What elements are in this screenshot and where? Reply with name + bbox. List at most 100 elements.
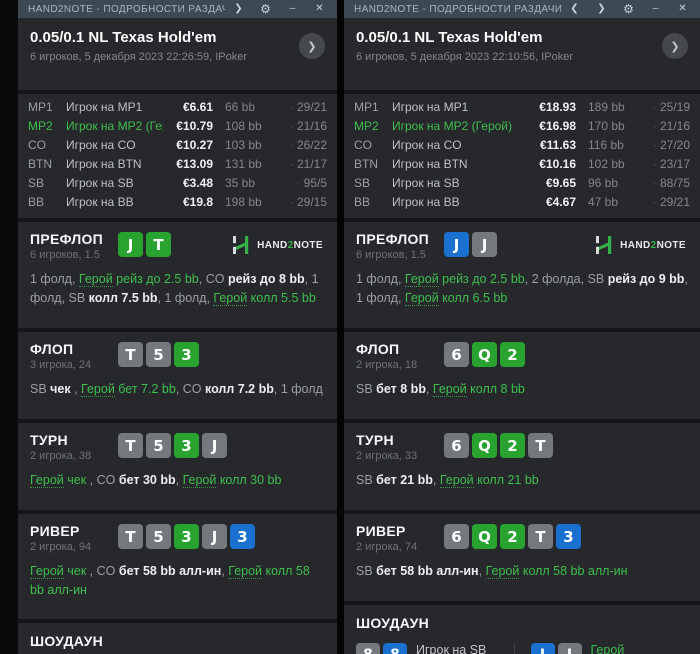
player-stack: €3.48: [182, 175, 213, 190]
hero-name-link[interactable]: Герой: [81, 382, 115, 397]
hero-name-link[interactable]: Герой: [485, 564, 520, 579]
hand2note-logo: HAND2NOTE: [231, 235, 325, 255]
next-hand-icon[interactable]: ❯: [597, 3, 606, 14]
street-title: ТУРН: [30, 432, 68, 448]
street-info: 6 игроков, 1.5: [356, 249, 426, 261]
player-row[interactable]: CO Игрок на CO €10.27 103 bb 26/22: [28, 135, 327, 154]
player-stack-bb: 102 bb: [588, 156, 625, 171]
playing-card: J: [444, 232, 469, 257]
street-info: 2 игрока, 33: [356, 450, 418, 462]
player-row[interactable]: BB Игрок на BB €19.8 198 bb 29/15: [28, 192, 327, 211]
player-stack: €16.98: [539, 118, 576, 133]
playing-card: 6: [444, 433, 469, 458]
hero-name-link[interactable]: Герой: [30, 473, 64, 488]
prev-hand-icon[interactable]: ❮: [570, 3, 579, 14]
playing-card: T: [146, 232, 171, 257]
action-segment: SB: [356, 564, 377, 578]
hero-name-link[interactable]: Герой: [439, 473, 474, 488]
action-segment: , 1 фолд,: [356, 272, 688, 306]
street-info: 2 игрока, 18: [356, 359, 418, 371]
open-hand-button[interactable]: ❯: [299, 33, 325, 59]
action-segment: бет 30 bb: [118, 473, 176, 487]
player-stats: 23/17: [644, 157, 690, 171]
street-title: ПРЕФЛОП: [30, 231, 104, 247]
player-row[interactable]: BB Игрок на BB €4.67 47 bb 29/21: [354, 192, 690, 211]
street-title: ФЛОП: [30, 341, 74, 357]
player-position: CO: [28, 137, 46, 152]
player-row[interactable]: BTN Игрок на BTN €10.16 102 bb 23/17: [354, 154, 690, 173]
game-subtitle: 6 игроков, 5 декабря 2023 22:10:56, IPok…: [356, 51, 574, 63]
player-name: Игрок на BTN: [66, 156, 142, 171]
player-row[interactable]: SB Игрок на SB €9.65 96 bb 88/75: [354, 173, 690, 192]
player-row[interactable]: MP1 Игрок на MP1 €6.61 66 bb 29/21: [28, 97, 327, 116]
action-segment: колл 7.2 bb: [204, 382, 274, 396]
street-title: ТУРН: [356, 432, 394, 448]
player-row[interactable]: CO Игрок на CO €11.63 116 bb 27/20: [354, 135, 690, 154]
close-icon[interactable]: ✕: [315, 3, 324, 14]
player-name: Игрок на CO: [392, 137, 462, 152]
showdown-player-name[interactable]: Герой: [590, 643, 676, 654]
player-row[interactable]: BTN Игрок на BTN €13.09 131 bb 21/17: [28, 154, 327, 173]
hero-name-link[interactable]: Герой: [182, 473, 217, 488]
player-position: MP2: [28, 118, 53, 133]
action-segment: ,: [175, 473, 183, 487]
playing-card: 5: [146, 524, 171, 549]
player-row-hero[interactable]: MP2 Игрок на MP2 (Герой) €16.98 170 bb 2…: [354, 116, 690, 135]
action-segment: ,: [432, 473, 440, 487]
settings-gear-icon[interactable]: ⚙: [623, 2, 634, 16]
hero-name-link[interactable]: Герой: [432, 382, 467, 397]
playing-card: 3: [556, 524, 581, 549]
action-segment: ,: [425, 382, 433, 396]
street-info: 6 игроков, 1.5: [30, 249, 100, 261]
next-hand-icon[interactable]: ❯: [234, 3, 243, 14]
player-name[interactable]: Игрок на MP2 (Гер: [66, 118, 163, 133]
player-stack: €11.63: [539, 137, 576, 152]
hero-name-link[interactable]: Герой: [404, 272, 439, 287]
hero-name-link[interactable]: Герой: [78, 272, 113, 287]
action-segment: , CO: [86, 564, 119, 578]
action-segment: колл 30 bb: [216, 473, 282, 487]
playing-card: 3: [230, 524, 255, 549]
hand2note-logo-text: HAND2NOTE: [257, 239, 323, 251]
action-segment: бет 58 bb алл-ин: [376, 564, 479, 578]
playing-card: J: [530, 643, 555, 654]
player-row[interactable]: MP1 Игрок на MP1 €18.93 189 bb 25/19: [354, 97, 690, 116]
titlebar-right: HAND2NOTE - ПОДРОБНОСТИ РАЗДАЧИ ❮ ❯ ⚙ – …: [344, 0, 700, 18]
minimize-icon[interactable]: –: [289, 3, 296, 14]
playing-card: 3: [174, 433, 199, 458]
action-segment: ,: [198, 272, 206, 286]
showdown-section: ШОУДАУН 88 Игрок на SB Пара Проиграл 96 …: [344, 605, 700, 654]
action-segment: колл 6.5 bb: [438, 291, 508, 306]
minimize-icon[interactable]: –: [652, 3, 659, 14]
showdown-section: ШОУДАУН JT Герой Две пары Выиграл 98 bb …: [18, 623, 337, 654]
action-segment: , 1 фолд: [273, 382, 323, 396]
showdown-player-name[interactable]: Игрок на SB: [416, 643, 487, 654]
playing-card: Q: [472, 524, 497, 549]
player-row[interactable]: SB Игрок на SB €3.48 35 bb 95/5: [28, 173, 327, 192]
open-hand-button[interactable]: ❯: [662, 33, 688, 59]
close-icon[interactable]: ✕: [678, 3, 687, 14]
showdown-title: ШОУДАУН: [30, 633, 104, 649]
hero-name-link[interactable]: Герой: [228, 564, 263, 579]
player-stack-bb: 108 bb: [225, 118, 262, 133]
action-segment: бет 8 bb: [376, 382, 426, 396]
hero-name-link[interactable]: Герой: [213, 291, 248, 307]
hero-name-link[interactable]: Герой: [30, 564, 64, 579]
game-subtitle: 6 игроков, 5 декабря 2023 22:26:59, IPok…: [30, 51, 248, 63]
street-info: 2 игрока, 38: [30, 450, 92, 462]
turn-actions: SB бет 21 bb, Герой колл 21 bb: [356, 471, 688, 490]
showdown-player-villain: 88 Игрок на SB Пара Проиграл 96 bb: [356, 643, 514, 654]
settings-gear-icon[interactable]: ⚙: [260, 2, 271, 16]
player-row-hero[interactable]: MP2 Игрок на MP2 (Гер €10.79 108 bb 21/1…: [28, 116, 327, 135]
player-name[interactable]: Игрок на MP2 (Герой): [392, 118, 512, 133]
player-position: BB: [354, 194, 371, 209]
showdown-cards: JJ: [530, 643, 582, 654]
hero-name-link[interactable]: Герой: [404, 291, 439, 307]
player-name: Игрок на BTN: [392, 156, 468, 171]
action-segment: колл 5.5 bb: [247, 291, 316, 306]
street-title: РИВЕР: [30, 523, 80, 539]
